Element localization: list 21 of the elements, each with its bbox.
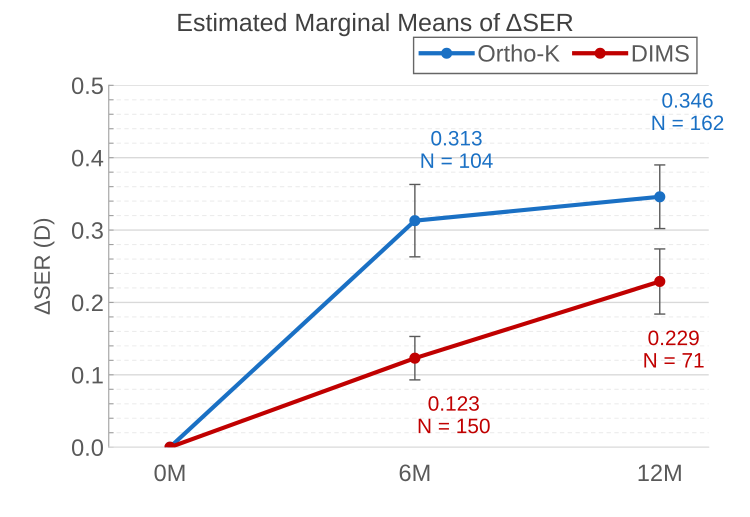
y-tick-label: 0.0 [72,439,103,456]
legend-label: DIMS [632,45,689,62]
point [409,215,420,226]
point [409,352,420,364]
y-tick-label: 0.4 [72,150,104,166]
y-axis-title: ΔSER (D) [34,218,54,314]
point [654,191,666,202]
y-tick-label: 0.2 [72,294,103,312]
data-label: 0.123 N = 150 [418,396,490,434]
y-tick-label: 0.1 [72,366,103,384]
data-label: 0.313 N = 104 [421,130,493,168]
data-label: 0.229 N = 71 [644,330,704,368]
y-tick-label: 0.3 [72,222,103,239]
point [654,276,666,288]
x-tick-label: 6M [400,464,430,482]
legend-label: Ortho-K [478,44,560,62]
x-tick-label: 12M [638,464,681,481]
x-tick-label: 0M [154,464,184,482]
y-tick-label: 0.5 [72,77,103,94]
data-label: 0.346 N = 162 [652,93,724,130]
chart-title: Estimated Marginal Means of ΔSER [178,12,573,36]
